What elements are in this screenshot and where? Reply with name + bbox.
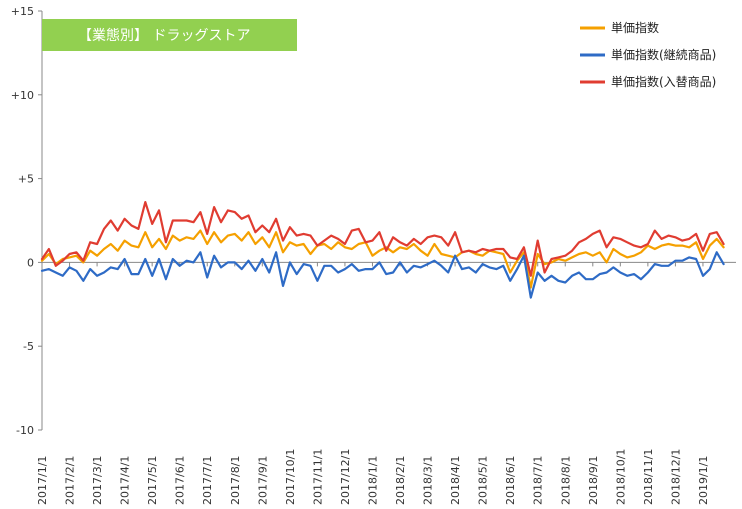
x-tick-label: 2018/7/1: [532, 456, 545, 505]
x-tick-label: 2017/5/1: [146, 456, 159, 505]
y-tick-label: +15: [11, 5, 34, 18]
legend-label-1: 単価指数: [611, 20, 659, 35]
x-tick-label: 2017/6/1: [174, 456, 187, 505]
x-tick-label: 2019/1/1: [697, 456, 710, 505]
x-tick-label: 2017/11/1: [311, 449, 324, 505]
x-tick-label: 2018/10/1: [614, 449, 627, 505]
x-tick-label: 2017/4/1: [119, 456, 132, 505]
x-tick-label: 2018/6/1: [504, 456, 517, 505]
series-line-2: [40, 251, 725, 299]
x-tick-label: 2018/4/1: [449, 456, 462, 505]
x-tick-label: 2017/9/1: [256, 456, 269, 505]
x-tick-label: 2018/12/1: [669, 449, 682, 505]
x-tick-label: 2018/9/1: [587, 456, 600, 505]
x-axis: 2017/1/1 2017/2/1 2017/3/1 2017/4/1 2017/5/1…: [36, 261, 736, 505]
x-tick-label: 2017/10/1: [284, 449, 297, 505]
series-line-1: [40, 229, 725, 289]
y-tick-label: +10: [11, 89, 34, 102]
x-tick-label: 2018/3/1: [422, 456, 435, 505]
y-tick-label: -5: [23, 340, 34, 353]
x-tick-label: 2018/11/1: [642, 449, 655, 505]
x-tick-label: 2017/3/1: [91, 456, 104, 505]
x-tick-label: 2018/2/1: [394, 456, 407, 505]
chart-title: 【業態別】 ドラッグストア: [78, 28, 250, 44]
x-tick-label: 2018/1/1: [366, 456, 379, 505]
x-tick-label: 2017/1/1: [36, 456, 49, 505]
series-line-3: [40, 201, 725, 277]
chart-title-background: [42, 19, 297, 51]
x-tick-label: 2017/12/1: [339, 449, 352, 505]
y-tick-label: -10: [16, 424, 34, 437]
series-layer: [40, 201, 725, 299]
x-tick-label: 2017/2/1: [64, 456, 77, 505]
y-tick-label: +5: [18, 173, 34, 186]
legend-label-2: 単価指数(継続商品): [611, 47, 716, 62]
x-tick-label: 2017/8/1: [229, 456, 242, 505]
y-tick-label: 0: [27, 256, 34, 269]
legend-label-3: 単価指数(入替商品): [611, 74, 716, 89]
x-tick-label: 2018/5/1: [477, 456, 490, 505]
y-axis: +15 +10 +5 0 -5 -10: [11, 5, 43, 437]
x-tick-label: 2018/8/1: [559, 456, 572, 505]
x-tick-label: 2017/7/1: [201, 456, 214, 505]
chart-title-box: 【業態別】 ドラッグストア: [42, 19, 297, 51]
